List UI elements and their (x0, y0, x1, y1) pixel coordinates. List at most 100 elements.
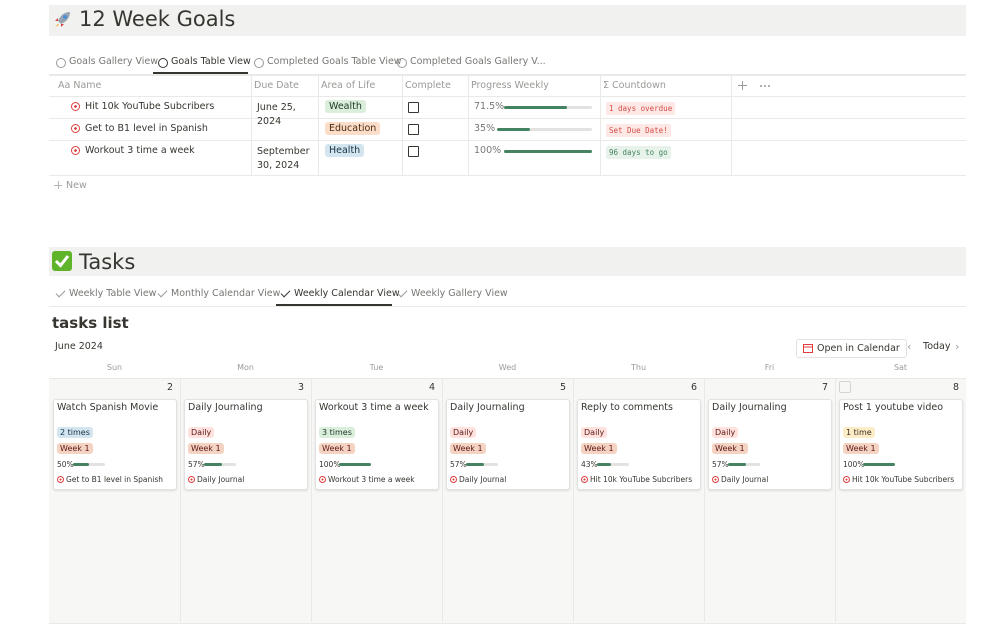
row-divider (49, 118, 966, 119)
goal-icon (71, 124, 80, 133)
complete-checkbox[interactable] (408, 146, 419, 157)
day-number: 4 (428, 382, 435, 393)
open-calendar-button[interactable]: Open in Calendar (796, 339, 907, 358)
goals-title: 12 Week Goals (79, 7, 236, 31)
day-divider (180, 378, 181, 622)
more-dot[interactable] (764, 85, 766, 87)
weekday: Mon (237, 363, 254, 372)
goal-icon (71, 102, 80, 111)
area-tag: Health (325, 144, 365, 157)
progress-track (204, 463, 236, 466)
column-header: Aa Name (58, 80, 102, 91)
day-divider (311, 378, 312, 622)
view-tab[interactable]: Weekly Calendar View (294, 288, 400, 299)
day-divider (573, 378, 574, 622)
tab-underline (153, 72, 248, 74)
tasks-title: Tasks (79, 250, 136, 274)
frequency-tag: Daily (581, 427, 608, 438)
column-header: Σ Countdown (603, 80, 666, 91)
tab-divider (49, 306, 966, 307)
weekday: Sun (106, 363, 123, 372)
add-task[interactable] (839, 381, 851, 393)
tab-divider (49, 74, 966, 75)
day-number: 3 (297, 382, 304, 393)
goal-relation: Hit 10k YouTube Subcribers (852, 475, 955, 484)
view-tab[interactable]: Goals Table View (171, 56, 251, 67)
tab-icon (254, 58, 264, 68)
weekday: Wed (498, 363, 517, 372)
day-divider (835, 378, 836, 622)
complete-checkbox[interactable] (408, 124, 419, 135)
view-tab[interactable]: Goals Gallery View (69, 56, 159, 67)
goal-icon (712, 476, 719, 483)
goal-name[interactable]: Get to B1 level in Spanish (85, 123, 208, 134)
prev-week[interactable]: ‹ (907, 340, 912, 353)
day-number: 2 (166, 382, 173, 393)
rocket-icon (55, 12, 70, 27)
area-tag: Education (325, 122, 381, 135)
progress-bar (497, 128, 531, 131)
goal-icon (581, 476, 588, 483)
next-week[interactable]: › (955, 340, 960, 353)
goal-relation: Daily Journal (459, 475, 507, 484)
progress-label: 57% (712, 460, 729, 469)
progress-bar (466, 463, 485, 466)
progress-label: 57% (188, 460, 205, 469)
list-title: tasks list (52, 314, 129, 332)
progress-bar (504, 150, 592, 153)
day-number: 7 (821, 382, 828, 393)
new-row[interactable]: New (66, 180, 87, 191)
frequency-tag: 3 times (319, 427, 355, 438)
progress-bar (728, 463, 747, 466)
task-title: Workout 3 time a week (319, 402, 429, 413)
row-divider (49, 75, 966, 76)
countdown: 1 days overdue (606, 102, 676, 115)
column-header: Due Date (254, 80, 299, 91)
tab-icon (56, 58, 66, 68)
weekday: Thu (630, 363, 647, 372)
view-tab[interactable]: Weekly Table View (69, 288, 157, 299)
day-divider (704, 378, 705, 622)
goal-icon (843, 476, 850, 483)
view-tab[interactable]: Monthly Calendar View (171, 288, 281, 299)
complete-checkbox[interactable] (408, 102, 419, 113)
goal-name[interactable]: Workout 3 time a week (85, 145, 195, 156)
frequency-tag: 1 time (843, 427, 875, 438)
view-tab[interactable]: Completed Goals Table View (267, 56, 402, 67)
week-tag: Week 1 (57, 443, 93, 454)
column-divider (251, 75, 252, 175)
view-tab[interactable]: Completed Goals Gallery V... (410, 56, 546, 67)
column-divider (318, 75, 319, 175)
more-dot[interactable] (768, 85, 770, 87)
due-date: September 30, 2024 (257, 146, 310, 171)
progress-track (339, 463, 371, 466)
progress-track (504, 106, 592, 109)
tasks-header (49, 247, 966, 276)
frequency-tag: 2 times (57, 427, 93, 438)
row-divider (49, 175, 966, 176)
goal-icon (319, 476, 326, 483)
weekday: Fri (764, 363, 775, 372)
progress-bar (504, 106, 567, 109)
view-tab[interactable]: Weekly Gallery View (411, 288, 508, 299)
goal-relation: Workout 3 time a week (328, 475, 415, 484)
day-number: 6 (690, 382, 697, 393)
today-button[interactable]: Today (923, 341, 951, 352)
goal-name[interactable]: Hit 10k YouTube Subcribers (85, 101, 215, 112)
month-label: June 2024 (55, 341, 103, 352)
progress-label: 35% (474, 123, 496, 134)
column-header: Complete (405, 80, 451, 91)
goal-icon (57, 476, 64, 483)
progress-label: 57% (450, 460, 467, 469)
add-column-plus[interactable] (742, 81, 743, 90)
row-divider (49, 96, 966, 97)
column-divider (731, 75, 732, 175)
goal-icon (450, 476, 457, 483)
more-dot[interactable] (760, 85, 762, 87)
week-tag: Week 1 (581, 443, 617, 454)
week-tag: Week 1 (450, 443, 486, 454)
countdown: 96 days to go (606, 146, 671, 159)
area-tag: Wealth (325, 100, 366, 113)
countdown: Set Due Date! (606, 124, 671, 137)
weekday: Tue (369, 363, 384, 372)
